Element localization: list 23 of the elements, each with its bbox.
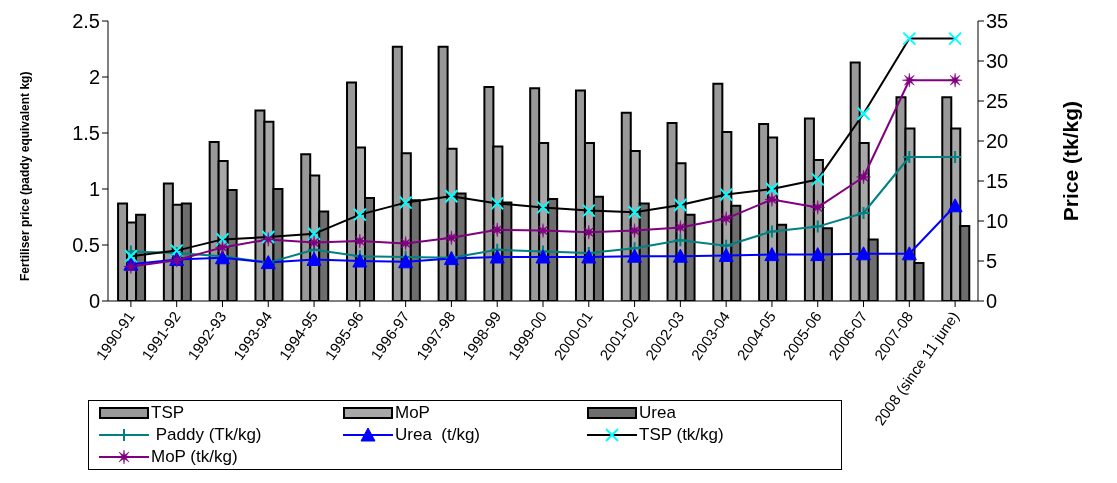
legend-label: TSP — [151, 403, 185, 423]
y-tick-label: 2 — [88, 66, 100, 89]
legend-label: Paddy (Tk/kg) — [154, 425, 262, 445]
legend-label: MoP (tk/kg) — [151, 447, 238, 467]
y-tick-label: 0 — [88, 290, 100, 313]
legend-label: TSP (tk/kg) — [639, 425, 724, 445]
y2-tick-label: 15 — [986, 170, 1009, 193]
legend-label: Urea (t/kg) — [395, 425, 481, 445]
y2-tick-label: 35 — [986, 10, 1009, 33]
y2-tick-label: 20 — [986, 130, 1009, 153]
y2-tick-label: 25 — [986, 90, 1009, 113]
legend-label: MoP — [395, 403, 430, 423]
y2-tick-label: 5 — [986, 250, 998, 273]
y-tick-label: 2.5 — [72, 10, 100, 33]
legend-label: Urea — [639, 403, 676, 423]
y-tick-label: 1 — [88, 178, 100, 201]
y2-tick-label: 0 — [986, 290, 998, 313]
y-axis-title: Fertiliser price (paddy equivalent kg) — [18, 71, 33, 281]
y-tick-label: 1.5 — [72, 122, 100, 145]
y-tick-label: 0.5 — [72, 234, 100, 257]
y2-axis-title: Price (tk/kg) — [1059, 101, 1083, 222]
y2-tick-label: 10 — [986, 210, 1009, 233]
y2-tick-label: 30 — [986, 50, 1009, 73]
